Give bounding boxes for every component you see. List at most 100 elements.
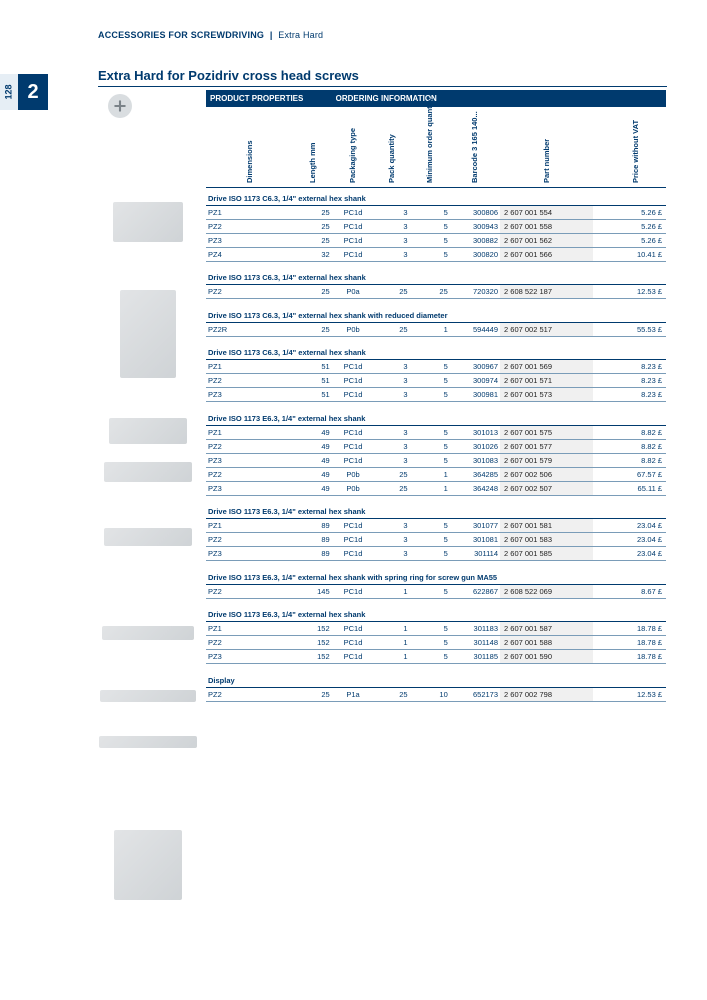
cell-dim: PZ2 — [206, 584, 294, 598]
cell-len: 145 — [294, 584, 332, 598]
cell-pkg: PC1d — [332, 453, 375, 467]
cell-dim: PZ4 — [206, 247, 294, 261]
cell-dim: PZ2 — [206, 687, 294, 701]
cell-gap — [593, 481, 606, 495]
section-heading: Drive ISO 1173 C6.3, 1/4" external hex s… — [206, 342, 666, 360]
cell-gap — [593, 467, 606, 481]
cell-pkg: PC1d — [332, 533, 375, 547]
cell-gap — [593, 322, 606, 336]
col-dimensions: Dimensions — [206, 107, 294, 187]
cell-bar: 364248 — [450, 481, 500, 495]
cell-bar: 594449 — [450, 322, 500, 336]
cell-dim: PZ1 — [206, 205, 294, 219]
cell-part: 2 607 001 581 — [500, 519, 593, 533]
cell-pkg: PC1d — [332, 439, 375, 453]
cell-pq: 3 — [374, 533, 409, 547]
cell-bar: 301183 — [450, 622, 500, 636]
cell-part: 2 607 001 569 — [500, 360, 593, 374]
cell-gap — [593, 547, 606, 561]
cell-moq: 5 — [410, 388, 450, 402]
table-row: PZ325PC1d353008822 607 001 562 5.26 £ — [206, 233, 666, 247]
cell-pq: 1 — [374, 650, 409, 664]
cell-len: 89 — [294, 547, 332, 561]
cell-part: 2 607 001 588 — [500, 636, 593, 650]
hdr-product-properties: PRODUCT PROPERTIES — [206, 90, 332, 107]
cell-len: 89 — [294, 519, 332, 533]
cell-moq: 5 — [410, 547, 450, 561]
cell-bar: 652173 — [450, 687, 500, 701]
section-heading-row: Drive ISO 1173 C6.3, 1/4" external hex s… — [206, 187, 666, 205]
cell-price: 5.26 £ — [606, 219, 666, 233]
cell-part: 2 607 001 579 — [500, 453, 593, 467]
cell-pkg: PC1d — [332, 636, 375, 650]
col-gap — [593, 107, 606, 187]
cell-pq: 1 — [374, 622, 409, 636]
section-heading: Drive ISO 1173 C6.3, 1/4" external hex s… — [206, 187, 666, 205]
cell-len: 51 — [294, 388, 332, 402]
cell-moq: 5 — [410, 636, 450, 650]
cell-price: 18.78 £ — [606, 650, 666, 664]
cell-pkg: PC1d — [332, 584, 375, 598]
cell-dim: PZ1 — [206, 622, 294, 636]
cell-price: 8.82 £ — [606, 453, 666, 467]
cell-bar: 300882 — [450, 233, 500, 247]
cell-pkg: PC1d — [332, 519, 375, 533]
cell-pkg: PC1d — [332, 425, 375, 439]
cell-pq: 3 — [374, 247, 409, 261]
cell-moq: 5 — [410, 439, 450, 453]
col-pack-qty: Pack quantity — [374, 107, 409, 187]
table-row: PZ349P0b2513642482 607 002 507 65.11 £ — [206, 481, 666, 495]
title-rule — [98, 86, 667, 87]
cell-part: 2 607 001 585 — [500, 547, 593, 561]
section-heading-row: Drive ISO 1173 C6.3, 1/4" external hex s… — [206, 305, 666, 323]
cell-gap — [593, 205, 606, 219]
cell-dim: PZ3 — [206, 481, 294, 495]
cell-pkg: PC1d — [332, 219, 375, 233]
pozidriv-icon — [108, 94, 132, 118]
cell-pq: 3 — [374, 425, 409, 439]
cell-moq: 5 — [410, 360, 450, 374]
cell-price: 8.23 £ — [606, 388, 666, 402]
cell-pkg: PC1d — [332, 650, 375, 664]
cell-part: 2 607 001 554 — [500, 205, 593, 219]
cell-pq: 25 — [374, 285, 409, 299]
cell-moq: 5 — [410, 374, 450, 388]
cell-pq: 25 — [374, 322, 409, 336]
cell-len: 25 — [294, 687, 332, 701]
column-header-row: Dimensions Length mm Packaging type Pack… — [206, 107, 666, 187]
cell-bar: 300806 — [450, 205, 500, 219]
cell-pq: 25 — [374, 687, 409, 701]
cell-len: 25 — [294, 219, 332, 233]
table-row: PZ225P0a25257203202 608 522 187 12.53 £ — [206, 285, 666, 299]
cell-price: 23.04 £ — [606, 519, 666, 533]
product-image — [99, 736, 197, 748]
cell-bar: 301114 — [450, 547, 500, 561]
cell-gap — [593, 360, 606, 374]
cell-dim: PZ1 — [206, 519, 294, 533]
cell-bar: 301013 — [450, 425, 500, 439]
table-row: PZ289PC1d353010812 607 001 583 23.04 £ — [206, 533, 666, 547]
cell-bar: 301185 — [450, 650, 500, 664]
cell-moq: 5 — [410, 233, 450, 247]
cell-pkg: P0b — [332, 322, 375, 336]
section-heading: Drive ISO 1173 E6.3, 1/4" external hex s… — [206, 604, 666, 622]
cell-pq: 3 — [374, 205, 409, 219]
cell-moq: 1 — [410, 322, 450, 336]
cell-part: 2 607 001 558 — [500, 219, 593, 233]
cell-gap — [593, 233, 606, 247]
cell-pkg: PC1d — [332, 622, 375, 636]
table-row: PZ2152PC1d153011482 607 001 588 18.78 £ — [206, 636, 666, 650]
cell-price: 67.57 £ — [606, 467, 666, 481]
col-length: Length mm — [294, 107, 332, 187]
cell-pq: 1 — [374, 584, 409, 598]
cell-len: 25 — [294, 322, 332, 336]
cell-part: 2 607 002 507 — [500, 481, 593, 495]
cell-price: 65.11 £ — [606, 481, 666, 495]
cell-dim: PZ2 — [206, 533, 294, 547]
section-heading: Drive ISO 1173 E6.3, 1/4" external hex s… — [206, 408, 666, 426]
product-image — [104, 462, 192, 482]
table-row: PZ3152PC1d153011852 607 001 590 18.78 £ — [206, 650, 666, 664]
breadcrumb: ACCESSORIES FOR SCREWDRIVING | Extra Har… — [98, 30, 323, 40]
cell-moq: 1 — [410, 481, 450, 495]
cell-pq: 3 — [374, 547, 409, 561]
